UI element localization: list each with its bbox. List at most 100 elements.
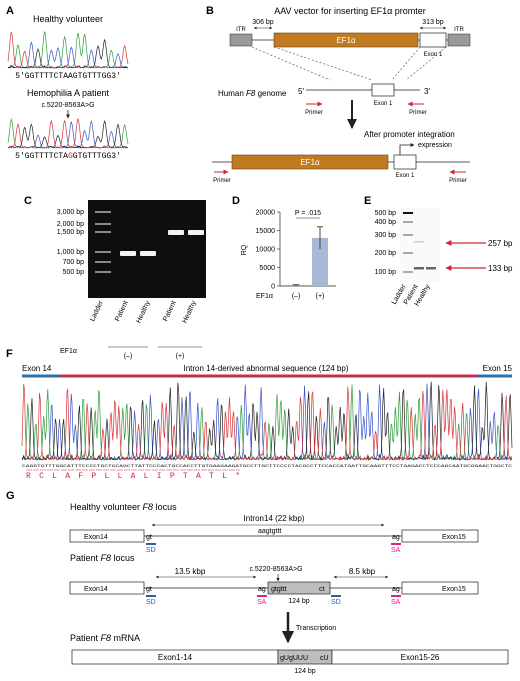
itr-left-label: ITR <box>236 27 246 33</box>
gel-e-ladder-band <box>403 212 413 214</box>
gel-ladder-label: 3,000 bp <box>57 209 84 216</box>
mrna-label: Patient F8 mRNA <box>70 633 140 643</box>
primer-reverse-label: Primer <box>409 110 427 116</box>
homology-guides <box>251 46 447 81</box>
bp-right-label: 313 bp <box>422 19 444 26</box>
gel-e-ladder-label: 400 bp <box>375 219 397 226</box>
healthy-locus-label: Healthy volunteer F8 locus <box>70 502 177 512</box>
panel-label-f: F <box>6 348 13 360</box>
ef1a-box <box>273 32 419 48</box>
transcription-label: Transcription <box>296 625 336 632</box>
gel-lane-labels: Ladder Patient Healthy Patient Healthy <box>89 299 198 324</box>
healthy-exon14-label: Exon14 <box>84 534 108 541</box>
gel-e-patient-133 <box>414 267 424 270</box>
gel-sample-band <box>168 230 184 235</box>
gel-ladder-band <box>95 251 111 253</box>
gel-lane-label: Healthy <box>135 299 152 324</box>
expression-arrow <box>399 143 415 155</box>
gel-ladder-band <box>95 223 111 225</box>
mrna-exon15-26-label: Exon15-26 <box>401 653 440 662</box>
healthy-sa: SA <box>391 547 401 554</box>
patient-ag2: ag <box>392 586 400 593</box>
chromatogram-trace <box>21 384 513 462</box>
ef1a-label: EF1α <box>336 36 356 45</box>
intron14-label: Intron14 (22 kbp) <box>244 514 305 523</box>
gel-plus: (+) <box>176 353 185 360</box>
patient-ag: ag <box>258 586 266 593</box>
integrated-primer-reverse-label: Primer <box>449 178 467 184</box>
healthy-label: Healthy volunteer <box>33 14 103 24</box>
patient-sa1: SA <box>257 599 267 606</box>
panel-label-g: G <box>6 490 15 502</box>
gel-e-ladder-band <box>403 271 413 273</box>
gel-e-ladder-band <box>403 221 413 223</box>
mrna-exon1-14-label: Exon1-14 <box>158 653 193 662</box>
gel-ladder-label: 500 bp <box>63 269 85 276</box>
band-133-label: 133 bp <box>488 264 513 273</box>
bp-left-label: 306 bp <box>252 19 274 26</box>
panel-label-e: E <box>364 195 371 207</box>
y-tick-label: 15000 <box>256 228 276 235</box>
gel-e-healthy-133 <box>426 267 436 270</box>
mrna-cu: cU <box>320 655 329 662</box>
panel-label-a: A <box>6 5 14 17</box>
after-integration-label: After promoter integration <box>364 130 455 139</box>
chromatogram-trace <box>7 120 129 149</box>
integrated-ef1a-label: EF1α <box>300 158 320 167</box>
gel-e-ladder-band <box>403 234 413 236</box>
panel-label-d: D <box>232 195 240 207</box>
exon15-label: Exon 15 <box>483 364 513 373</box>
gel-lane-label: Patient <box>162 300 178 323</box>
gel-lane-label: Patient <box>114 300 130 323</box>
panel-label-b: B <box>206 5 214 17</box>
gel-e-ladder-label: 500 bp <box>375 210 397 217</box>
chromatogram-trace <box>7 118 129 149</box>
gel-e-ladder-label: 100 bp <box>375 269 397 276</box>
gel-minus: (–) <box>124 353 133 360</box>
band-257-label: 257 bp <box>488 239 513 248</box>
gel-ladder-band <box>95 231 111 233</box>
integrated-exon1 <box>393 154 417 170</box>
sanger-chromatogram <box>21 381 513 462</box>
gel-ladder-label: 1,000 bp <box>57 249 84 256</box>
panel-f: F Exon 14 Intron 14-derived abnormal seq… <box>6 348 513 481</box>
chromatogram-trace <box>7 31 129 69</box>
gel-sample-band <box>188 230 204 235</box>
gel-ladder-label: 700 bp <box>63 259 85 266</box>
gel-e-ladder-label: 300 bp <box>375 232 397 239</box>
expression-label: expression <box>418 142 452 149</box>
p-value-label: P = .015 <box>295 210 321 217</box>
intron-label: Intron 14-derived abnormal sequence (124… <box>184 364 349 373</box>
patient-locus-label: Patient F8 locus <box>70 553 135 563</box>
pseudo-length: 124 bp <box>288 598 310 605</box>
panel-a: A Healthy volunteer 5'GGTTTTCTAAGTGTTTGG… <box>6 5 129 161</box>
rq-bar-chart: 0 5000 10000 15000 20000 RQ P = .015 EF1α (–) (+) <box>241 210 336 300</box>
y-tick-label: 20000 <box>256 210 276 217</box>
mutation-label: c.5220-8563A>G <box>41 102 94 109</box>
patient-sd: SD <box>146 599 156 606</box>
gel-sample-band <box>120 251 136 256</box>
gel-e-ladder-label: 200 bp <box>375 250 397 257</box>
exon1-label: Exon 1 <box>424 52 443 58</box>
healthy-gt: gt <box>146 534 152 541</box>
panel-c: C 3,000 bp 2,000 bp1,500 bp 1,000 bp 700 bp… <box>24 195 206 360</box>
genome-label: Human F8 genome <box>218 89 287 98</box>
gel-e-ladder-band <box>403 252 413 254</box>
y-tick-label: 5000 <box>259 265 275 272</box>
healthy-exon15-label: Exon15 <box>442 534 466 541</box>
kbp-left: 13.5 kbp <box>175 567 206 576</box>
pseudo-ct: ct <box>319 586 325 593</box>
patient-exon15 <box>401 581 479 595</box>
x-axis-label: EF1α <box>256 293 273 300</box>
gel-ladder-band <box>95 261 111 263</box>
mrna-exon15-26 <box>331 649 509 665</box>
gel-sample-band <box>140 251 156 256</box>
x-tick-label: (–) <box>292 293 301 300</box>
healthy-chromatogram <box>7 31 129 69</box>
five-prime: 5' <box>298 87 304 96</box>
integrated-ef1a <box>231 154 389 170</box>
itr-right-label: ITR <box>454 27 464 33</box>
genome-exon1 <box>371 83 395 97</box>
